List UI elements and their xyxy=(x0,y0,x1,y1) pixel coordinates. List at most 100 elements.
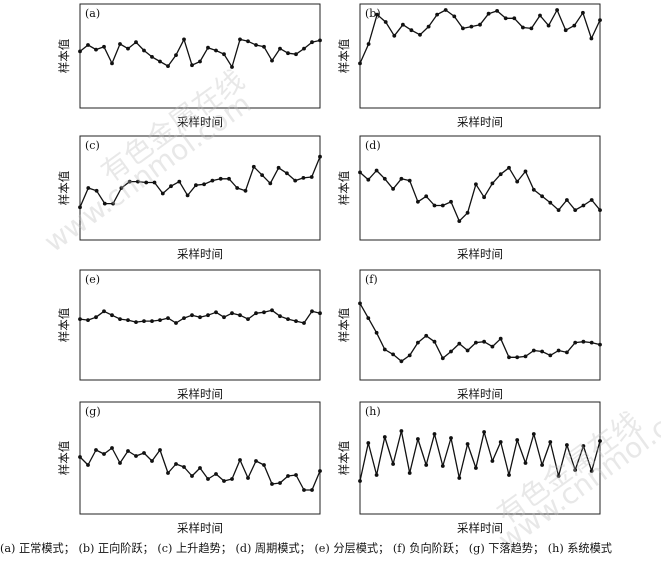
data-point xyxy=(94,315,98,320)
data-point xyxy=(276,165,281,170)
data-point xyxy=(111,201,115,206)
data-point xyxy=(238,458,242,462)
data-point xyxy=(142,48,146,53)
y-axis-label: 样本值 xyxy=(337,170,351,205)
x-axis-label: 采样时间 xyxy=(177,247,223,261)
series-line xyxy=(359,167,601,222)
data-point xyxy=(449,436,453,440)
data-point xyxy=(556,348,561,353)
data-point xyxy=(177,179,182,184)
panel-label: (e) xyxy=(85,273,100,286)
data-point xyxy=(94,188,99,193)
y-axis-label: 样本值 xyxy=(57,38,71,73)
data-point xyxy=(318,311,322,316)
data-point xyxy=(573,468,578,472)
data-point xyxy=(126,46,130,51)
data-point xyxy=(424,194,429,199)
data-point xyxy=(301,176,306,180)
data-point xyxy=(174,321,178,325)
data-point xyxy=(214,472,218,476)
data-point xyxy=(399,429,404,433)
data-point xyxy=(383,20,388,24)
data-point xyxy=(310,309,314,314)
data-point xyxy=(118,42,122,46)
data-point xyxy=(521,25,525,30)
data-point xyxy=(432,432,437,436)
data-point xyxy=(449,199,453,204)
data-point xyxy=(498,440,503,444)
data-point xyxy=(230,477,234,481)
data-point xyxy=(102,309,106,314)
data-point xyxy=(110,61,114,66)
data-point xyxy=(302,321,306,325)
data-point xyxy=(382,347,387,352)
data-point xyxy=(457,476,462,480)
data-point xyxy=(358,301,362,306)
data-point xyxy=(118,317,122,321)
caption-h: (h) 系统模式 xyxy=(547,542,612,555)
data-point xyxy=(142,451,146,455)
x-axis-label: 采样时间 xyxy=(177,115,223,129)
data-point xyxy=(432,203,437,208)
series-line xyxy=(359,430,601,482)
data-point xyxy=(286,317,290,321)
data-point xyxy=(127,179,132,184)
data-point xyxy=(166,64,170,68)
data-point xyxy=(418,32,422,37)
data-point xyxy=(134,454,138,458)
data-point xyxy=(160,191,165,196)
data-point xyxy=(391,352,395,357)
data-point xyxy=(102,201,107,206)
data-point xyxy=(540,194,544,199)
data-point xyxy=(490,181,495,186)
data-point xyxy=(318,154,322,159)
data-point xyxy=(598,18,602,22)
data-point xyxy=(440,356,445,361)
data-point xyxy=(238,37,242,42)
data-point xyxy=(278,314,282,319)
data-point xyxy=(182,465,186,469)
data-point xyxy=(366,441,371,445)
data-point xyxy=(440,464,445,468)
data-point xyxy=(529,26,534,31)
data-point xyxy=(243,188,248,193)
data-point xyxy=(158,448,162,452)
data-point xyxy=(399,176,404,181)
data-point xyxy=(78,205,82,210)
data-point xyxy=(150,319,154,323)
data-point xyxy=(309,175,314,179)
data-point xyxy=(482,339,486,344)
data-point xyxy=(546,23,551,28)
data-point xyxy=(310,40,314,45)
data-point xyxy=(409,28,414,33)
data-point xyxy=(78,455,82,459)
data-point xyxy=(286,474,290,478)
data-point xyxy=(407,178,412,183)
data-point xyxy=(286,51,290,56)
y-axis-label: 样本值 xyxy=(57,307,71,342)
data-point xyxy=(465,210,470,215)
data-point xyxy=(246,317,250,321)
data-point xyxy=(254,311,258,316)
data-point xyxy=(142,319,146,323)
data-point xyxy=(457,341,462,346)
data-point xyxy=(222,52,226,57)
data-point xyxy=(523,354,528,359)
data-point xyxy=(548,353,553,358)
data-point xyxy=(190,474,194,478)
data-point xyxy=(374,168,379,173)
data-point xyxy=(523,169,528,174)
data-point xyxy=(190,313,194,318)
data-point xyxy=(86,318,90,322)
data-point xyxy=(136,179,140,184)
data-point xyxy=(206,477,210,481)
data-point xyxy=(150,55,154,59)
data-point xyxy=(426,24,431,29)
data-point xyxy=(302,46,306,51)
caption-d: (d) 周期模式； xyxy=(235,542,311,555)
panel-frame xyxy=(79,135,321,241)
data-point xyxy=(110,446,114,450)
data-point xyxy=(126,318,130,322)
